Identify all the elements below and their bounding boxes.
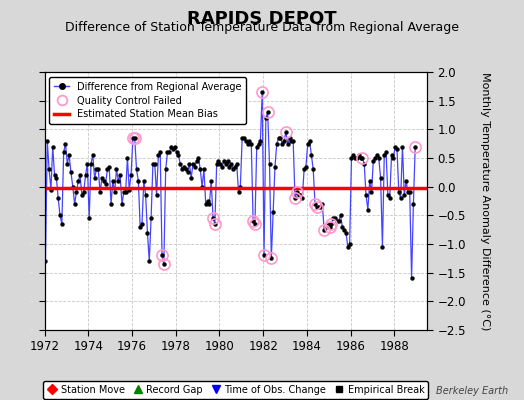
Y-axis label: Monthly Temperature Anomaly Difference (°C): Monthly Temperature Anomaly Difference (… — [480, 72, 490, 330]
Text: RAPIDS DEPOT: RAPIDS DEPOT — [187, 10, 337, 28]
Text: Difference of Station Temperature Data from Regional Average: Difference of Station Temperature Data f… — [65, 21, 459, 34]
Text: Berkeley Earth: Berkeley Earth — [436, 386, 508, 396]
Legend: Station Move, Record Gap, Time of Obs. Change, Empirical Break: Station Move, Record Gap, Time of Obs. C… — [43, 381, 428, 399]
